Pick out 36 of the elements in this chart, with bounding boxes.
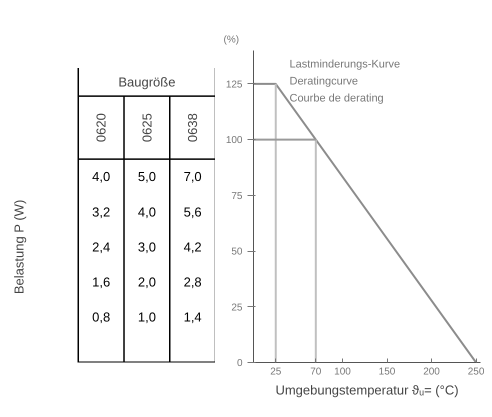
annotation: Deratingcurve [290,76,358,88]
y-tick-label: 75 [231,190,243,202]
data-label: 3,2 [92,204,110,220]
data-label: 1,0 [138,309,156,324]
data-label: 4,0 [92,169,110,184]
x-tick-label: 70 [310,366,322,378]
x-tick-label: 25 [270,366,282,378]
data-label: 4,0 [138,204,156,220]
x-tick-label: 250 [468,366,485,378]
x-tick-label: 0620 [94,113,109,142]
x-tick-label: 200 [423,366,440,378]
data-label: 3,0 [138,239,156,254]
y-axis-title: (%) [224,34,240,46]
data-label: 4,2 [184,239,202,254]
y-tick-label: 0 [236,358,243,369]
data-label: 1,4 [184,309,202,324]
y-tick-label: 125 [226,79,243,90]
data-label: 5,0 [138,169,156,184]
x-tick-label: 0625 [139,113,154,142]
y-axis-title: Belastung P (W) [11,200,26,294]
data-label: 2,8 [184,274,202,290]
x-tick-label: 150 [378,366,396,378]
x-tick-label: 0638 [185,113,200,142]
data-label: 5,6 [184,204,202,220]
y-tick-label: 50 [231,246,243,258]
data-label: 2,4 [92,239,110,254]
x-tick-label: 100 [334,366,352,378]
annotation: Courbe de derating [290,92,384,104]
data-label: 7,0 [184,169,202,184]
data-label: 0,8 [92,309,110,324]
data-label: 2,0 [138,274,156,290]
x-axis-title: Umgebungstemperatur ϑᵤ= (°C) [275,382,459,398]
y-tick-label: 25 [231,302,243,314]
chart-title: Baugröße [118,74,176,90]
annotation: Lastminderungs-Kurve [290,58,400,70]
data-label: 1,6 [92,274,110,290]
